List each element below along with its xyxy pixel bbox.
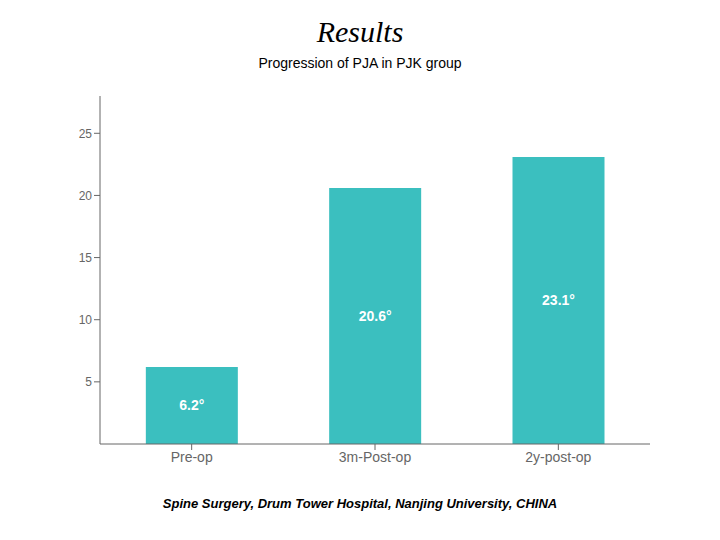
svg-text:5: 5	[85, 375, 92, 389]
html-text:Results: Results	[316, 15, 404, 48]
svg-text:3m-Post-op: 3m-Post-op	[339, 449, 412, 465]
svg-text:25: 25	[79, 127, 93, 141]
svg-text:23.1°: 23.1°	[542, 292, 575, 308]
svg-text:15: 15	[79, 251, 93, 265]
svg-text:10: 10	[79, 313, 93, 327]
svg-text:20.6°: 20.6°	[359, 308, 392, 324]
html-text:Spine Surgery, Drum Tower Hosp: Spine Surgery, Drum Tower Hospital, Nanj…	[162, 496, 558, 511]
svg-text:6.2°: 6.2°	[179, 397, 204, 413]
svg-text:20: 20	[79, 189, 93, 203]
html-text:Progression of PJA in PJK grou: Progression of PJA in PJK group	[258, 55, 462, 71]
svg-text:2y-post-op: 2y-post-op	[525, 449, 591, 465]
svg-text:Pre-op: Pre-op	[171, 449, 213, 465]
